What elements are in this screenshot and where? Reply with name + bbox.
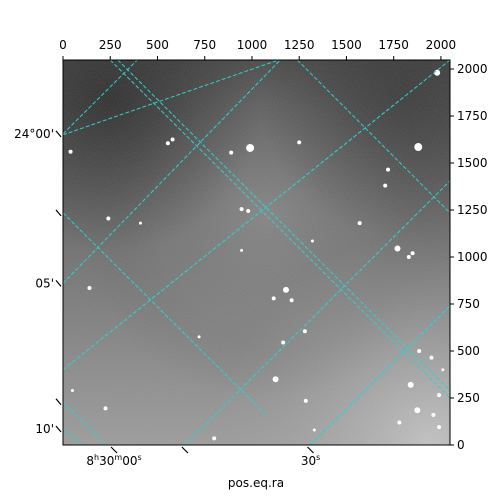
x-tick-label: 0 <box>59 38 67 52</box>
star <box>297 140 302 145</box>
star <box>414 143 423 152</box>
star <box>246 143 255 152</box>
y-tick-label: 1000 <box>457 250 488 264</box>
star <box>417 349 422 354</box>
y-tick-label: 1750 <box>457 109 488 123</box>
star <box>310 239 314 243</box>
y-tick-label: 0 <box>457 438 465 452</box>
star <box>197 335 201 339</box>
star <box>289 298 294 303</box>
ra-axis: 8h30m00s 30s <box>86 446 320 468</box>
plot-frame <box>62 59 451 446</box>
ra-tick-mark <box>181 446 189 454</box>
y-tick-label: 2000 <box>457 62 488 76</box>
x-tick-label: 750 <box>193 38 216 52</box>
grid-line <box>117 60 450 391</box>
star <box>229 150 234 155</box>
grid-line <box>296 60 450 214</box>
star <box>434 69 441 76</box>
dec-tick-mark <box>55 398 62 406</box>
dec-tick-mark <box>55 279 62 287</box>
grid-line <box>63 427 81 445</box>
star <box>437 425 442 430</box>
star <box>246 208 251 213</box>
y-tick-label: 500 <box>457 344 480 358</box>
pixel-x-axis: 0 250 500 750 1000 1250 1500 1750 2000 <box>59 38 456 60</box>
coordinate-grid <box>63 60 450 445</box>
star <box>212 436 217 441</box>
x-tick-label: 1250 <box>284 38 315 52</box>
star <box>70 388 74 392</box>
y-tick-label: 750 <box>457 297 480 311</box>
x-tick-label: 2000 <box>426 38 457 52</box>
star <box>103 406 108 411</box>
x-axis-label: pos.eq.ra <box>228 476 284 490</box>
star <box>429 355 434 360</box>
pixel-y-axis: 0 250 500 750 1000 1250 1500 1750 2000 <box>450 62 488 452</box>
star <box>437 393 442 398</box>
star <box>406 255 411 260</box>
y-tick-label: 250 <box>457 391 480 405</box>
x-tick-label: 250 <box>99 38 122 52</box>
dec-tick-label: 24°00' <box>14 127 54 141</box>
y-tick-label: 1500 <box>457 156 488 170</box>
star <box>165 141 170 146</box>
star <box>282 286 289 293</box>
star <box>106 216 111 221</box>
star <box>383 183 388 188</box>
star <box>271 296 276 301</box>
x-tick-label: 1500 <box>331 38 362 52</box>
star <box>431 412 436 417</box>
star <box>386 167 391 172</box>
x-tick-label: 500 <box>146 38 169 52</box>
star <box>410 251 415 256</box>
ra-tick-mark <box>307 446 314 454</box>
grid-line <box>310 305 450 445</box>
star <box>272 376 279 383</box>
x-tick-label: 1750 <box>378 38 409 52</box>
dec-axis: 24°00' 05' 10' <box>14 127 62 436</box>
dec-tick-label: 10' <box>35 422 54 436</box>
grid-line <box>109 60 450 399</box>
dec-tick-label: 05' <box>35 276 54 290</box>
grid-line <box>184 180 450 445</box>
grid-line <box>63 60 279 136</box>
star <box>397 420 402 425</box>
star <box>240 248 244 252</box>
ra-tick-mark <box>110 446 118 454</box>
grid-line <box>63 60 281 284</box>
ra-tick-label: 8h30m00s <box>86 453 141 468</box>
star <box>312 428 316 432</box>
grid-line <box>63 60 138 135</box>
grid-line <box>63 60 450 371</box>
sky-noise <box>63 60 450 445</box>
star-field <box>68 69 445 441</box>
star <box>357 221 362 226</box>
ra-tick-label: 30s <box>301 453 320 468</box>
star <box>303 398 308 403</box>
star <box>302 329 307 334</box>
dec-tick-mark <box>55 130 62 138</box>
star <box>414 407 421 414</box>
star <box>281 340 286 345</box>
star <box>170 137 175 142</box>
star <box>68 149 73 154</box>
x-tick-label: 1000 <box>237 38 268 52</box>
dec-tick-mark <box>55 425 62 433</box>
star <box>138 221 142 225</box>
grid-line <box>63 401 107 445</box>
star <box>441 368 445 372</box>
star <box>394 245 401 252</box>
plot-area <box>63 60 450 445</box>
star <box>407 381 414 388</box>
dec-tick-mark <box>55 209 62 217</box>
y-tick-label: 1250 <box>457 203 488 217</box>
star <box>239 207 244 212</box>
star <box>87 286 92 291</box>
